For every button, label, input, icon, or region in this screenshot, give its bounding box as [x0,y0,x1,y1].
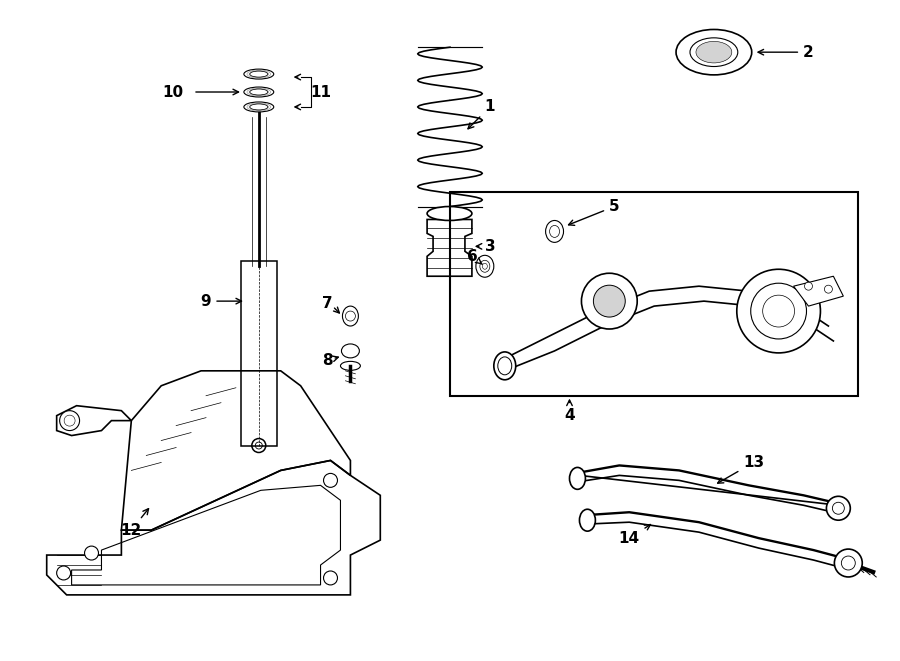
Circle shape [805,282,813,290]
Ellipse shape [690,38,738,67]
Text: 11: 11 [310,85,331,100]
Ellipse shape [343,306,358,326]
Ellipse shape [244,102,274,112]
Circle shape [346,311,356,321]
Circle shape [834,549,862,577]
Text: 4: 4 [564,400,575,423]
Text: 12: 12 [121,509,148,537]
Ellipse shape [244,69,274,79]
Ellipse shape [494,352,516,380]
Ellipse shape [476,255,494,277]
Bar [450,192,859,396]
Text: 5: 5 [569,199,619,225]
Text: 3: 3 [476,239,495,254]
Circle shape [737,269,821,353]
Ellipse shape [341,344,359,358]
Circle shape [59,410,79,430]
Text: 13: 13 [717,455,764,483]
Circle shape [826,496,850,520]
Text: 2: 2 [758,45,814,59]
Ellipse shape [545,221,563,243]
Text: 8: 8 [322,354,333,368]
Ellipse shape [428,206,472,221]
Text: 1: 1 [468,99,495,129]
Circle shape [323,571,338,585]
Circle shape [57,566,70,580]
Circle shape [85,546,98,560]
Circle shape [323,473,338,487]
Text: 7: 7 [322,295,333,311]
Circle shape [593,285,626,317]
Ellipse shape [676,30,752,75]
Circle shape [824,285,832,293]
Ellipse shape [570,467,585,489]
Ellipse shape [340,362,360,370]
Circle shape [64,415,75,426]
Text: 9: 9 [201,293,241,309]
Ellipse shape [696,42,732,63]
Ellipse shape [244,87,274,97]
Text: 6: 6 [466,249,482,264]
Polygon shape [794,276,843,306]
Polygon shape [428,219,472,276]
Ellipse shape [580,509,596,531]
Circle shape [581,273,637,329]
Text: 10: 10 [163,85,184,100]
Text: 14: 14 [618,525,651,545]
